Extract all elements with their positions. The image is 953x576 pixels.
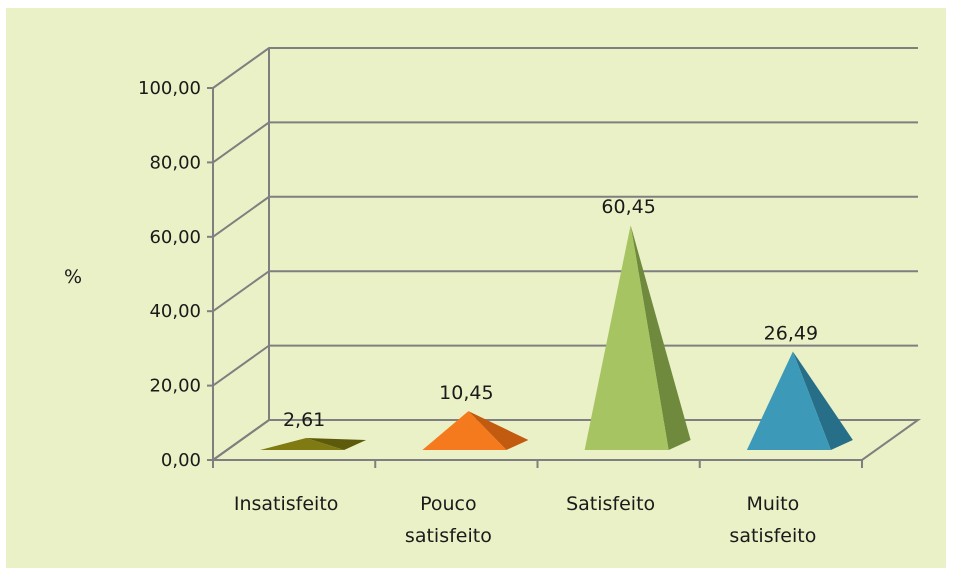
x-tick-label-line: satisfeito bbox=[405, 525, 492, 547]
x-tick-label: Pouco satisfeito bbox=[405, 493, 492, 547]
pyramid-bar bbox=[584, 225, 691, 450]
pyramid-bar bbox=[422, 411, 529, 450]
gridline bbox=[212, 195, 918, 238]
gridline bbox=[212, 47, 918, 89]
bar-front-face bbox=[260, 438, 345, 450]
chart-area: 0,00 20,00 40,00 60,00 80,00 100,00 2,61 Insati… bbox=[6, 8, 946, 568]
data-label: 26,49 bbox=[764, 322, 818, 344]
x-tick-label: Satisfeito bbox=[566, 493, 655, 515]
data-label: 60,45 bbox=[601, 196, 655, 218]
bars bbox=[260, 225, 853, 450]
gridline bbox=[212, 270, 918, 313]
bar-side-face bbox=[630, 225, 691, 450]
x-tick-label: Insatisfeito bbox=[234, 493, 339, 515]
axes bbox=[207, 48, 863, 468]
x-tick-label-line: satisfeito bbox=[729, 525, 816, 547]
pyramid-bar bbox=[260, 438, 367, 450]
y-tick-label: 80,00 bbox=[149, 152, 201, 173]
bar-front-face bbox=[422, 411, 507, 450]
y-tick-label: 100,00 bbox=[138, 78, 201, 99]
bar-front-face bbox=[584, 225, 669, 450]
data-label: 10,45 bbox=[439, 382, 493, 404]
labels: 0,00 20,00 40,00 60,00 80,00 100,00 2,61 Insati… bbox=[138, 78, 818, 547]
y-tick-label: 40,00 bbox=[149, 301, 201, 322]
bar-side-face bbox=[306, 438, 367, 450]
y-tick-label: 0,00 bbox=[161, 450, 201, 471]
bar-side-face bbox=[468, 411, 529, 450]
y-axis-label: % bbox=[64, 266, 82, 288]
pyramid-bar-chart: 0,00 20,00 40,00 60,00 80,00 100,00 2,61 Insati… bbox=[64, 47, 922, 547]
y-tick-label: 20,00 bbox=[149, 376, 201, 397]
x-tick-label-line: Pouco bbox=[420, 493, 477, 515]
bar-front-face bbox=[746, 351, 831, 450]
bar-side-face bbox=[792, 351, 853, 450]
data-label: 2,61 bbox=[283, 409, 325, 431]
x-tick-label-line: Muito bbox=[746, 493, 799, 515]
x-tick-label: Muito satisfeito bbox=[729, 493, 816, 547]
gridline bbox=[212, 121, 918, 164]
x-tick-label-line: Insatisfeito bbox=[234, 493, 339, 515]
pyramid-bar bbox=[746, 351, 853, 450]
x-tick-label-line: Satisfeito bbox=[566, 493, 655, 515]
gridline bbox=[212, 344, 918, 387]
y-tick-label: 60,00 bbox=[149, 227, 201, 248]
